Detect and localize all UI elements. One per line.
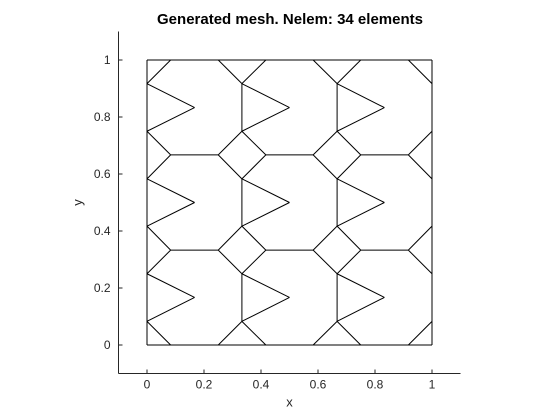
x-tick-label: 1 xyxy=(429,378,436,392)
mesh-edge xyxy=(217,59,243,85)
x-ticks: 0 0.2 0.4 0.6 0.8 1 xyxy=(144,369,436,392)
y-ticks: 0 0.2 0.4 0.6 0.8 1 xyxy=(94,53,123,352)
mesh-edge xyxy=(146,59,172,85)
mesh-edge xyxy=(312,59,338,85)
y-tick-label: 1 xyxy=(104,53,111,67)
mesh-edge xyxy=(146,130,172,156)
x-tick-label: 0.4 xyxy=(253,378,270,392)
mesh-edge xyxy=(336,249,362,275)
x-tick-label: 0.8 xyxy=(367,378,384,392)
mesh-edge xyxy=(241,273,290,298)
mesh-edge xyxy=(336,273,385,298)
mesh-edge xyxy=(336,296,385,322)
y-tick-label: 0.8 xyxy=(94,110,111,124)
mesh-edge xyxy=(407,154,433,180)
mesh-edge xyxy=(407,130,433,156)
y-tick-label: 0.2 xyxy=(94,281,111,295)
mesh-edge xyxy=(241,320,267,346)
mesh-edge xyxy=(146,107,195,132)
mesh-edge xyxy=(217,320,243,346)
mesh-edge xyxy=(241,107,290,132)
mesh-edge xyxy=(336,130,362,156)
mesh-edge xyxy=(146,178,195,203)
mesh-edge xyxy=(407,249,433,275)
mesh-edge xyxy=(336,202,385,227)
mesh-edge xyxy=(241,130,267,156)
mesh-layer xyxy=(146,59,433,346)
mesh-edge xyxy=(241,296,290,322)
chart-title: Generated mesh. Nelem: 34 elements xyxy=(157,11,423,28)
mesh-edge xyxy=(146,83,195,109)
mesh-edge xyxy=(146,273,195,298)
mesh-edge xyxy=(241,178,290,203)
mesh-edge xyxy=(312,249,338,275)
mesh-edge xyxy=(217,130,243,156)
mesh-edge xyxy=(407,225,433,251)
mesh-edge xyxy=(312,130,338,156)
mesh-edge xyxy=(146,225,172,251)
mesh-edge xyxy=(217,225,243,251)
x-axis-label: x xyxy=(286,395,293,410)
mesh-edge xyxy=(407,59,433,85)
y-axis-label: y xyxy=(70,199,85,206)
mesh-edge xyxy=(312,154,338,180)
x-tick-label: 0 xyxy=(144,378,151,392)
mesh-edge xyxy=(336,59,362,85)
mesh-edge xyxy=(146,154,172,180)
mesh-edge xyxy=(146,320,172,346)
mesh-edge xyxy=(217,249,243,275)
mesh-edge xyxy=(336,107,385,132)
y-tick-label: 0.4 xyxy=(94,224,111,238)
mesh-edge xyxy=(217,154,243,180)
mesh-edge xyxy=(312,225,338,251)
mesh-edge xyxy=(241,225,267,251)
mesh-edge xyxy=(146,296,195,322)
mesh-edge xyxy=(241,59,267,85)
x-tick-label: 0.2 xyxy=(196,378,213,392)
axes: 0 0.2 0.4 0.6 0.8 1 0 0.2 0.4 0.6 0.8 1 x y xyxy=(70,31,461,410)
mesh-edge xyxy=(241,83,290,109)
y-tick-label: 0 xyxy=(104,338,111,352)
mesh-edge xyxy=(146,202,195,227)
mesh-edge xyxy=(407,320,433,346)
mesh-edge xyxy=(336,320,362,346)
mesh-edge xyxy=(241,154,267,180)
mesh-edge xyxy=(146,249,172,275)
mesh-edge xyxy=(312,320,338,346)
mesh-edge xyxy=(336,154,362,180)
mesh-edge xyxy=(241,249,267,275)
mesh-edge xyxy=(336,225,362,251)
x-tick-label: 0.6 xyxy=(310,378,327,392)
y-tick-label: 0.6 xyxy=(94,167,111,181)
mesh-edge xyxy=(336,178,385,203)
mesh-edge xyxy=(336,83,385,109)
mesh-edge xyxy=(241,202,290,227)
